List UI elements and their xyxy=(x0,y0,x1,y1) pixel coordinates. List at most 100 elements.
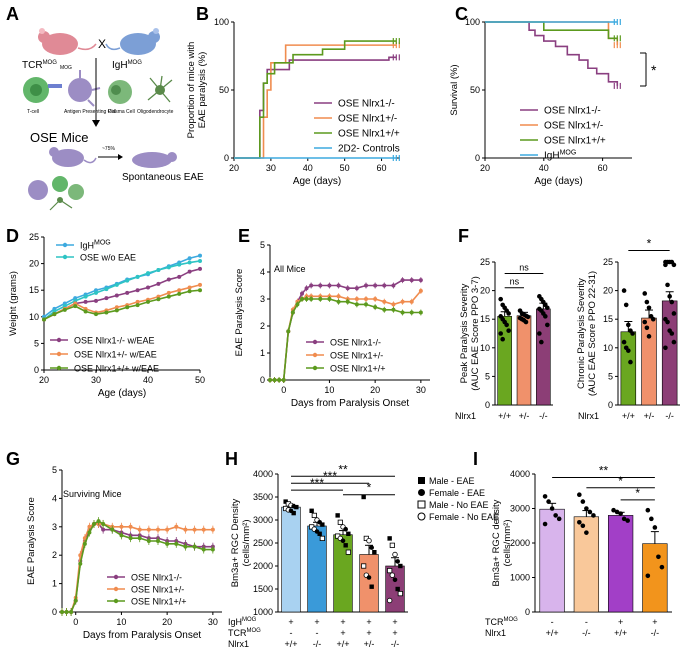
row-value: + xyxy=(652,617,657,627)
row-label: Nlrx1 xyxy=(228,639,249,649)
row-value: -/- xyxy=(651,628,660,638)
legend-marker xyxy=(113,586,119,592)
x-tick-label: 0 xyxy=(73,617,78,627)
data-point xyxy=(64,610,69,614)
data-point xyxy=(135,288,140,293)
data-point xyxy=(83,299,88,304)
data-point xyxy=(364,302,368,307)
data-point xyxy=(166,294,171,299)
data-point xyxy=(318,283,323,288)
data-point xyxy=(283,499,288,504)
y-tick-label: 0 xyxy=(475,153,480,163)
legend-label: OSE Nlrx1+/+ xyxy=(330,364,386,374)
data-point xyxy=(646,305,652,311)
x-tick-label: 40 xyxy=(539,163,549,173)
data-point xyxy=(336,283,341,288)
data-point xyxy=(272,378,277,382)
y-tick-label: 1500 xyxy=(253,584,273,594)
data-point xyxy=(198,288,202,293)
data-point xyxy=(146,527,151,532)
y-tick-label: 4000 xyxy=(510,469,530,479)
data-point xyxy=(345,299,350,304)
y-tick-label: 25 xyxy=(603,257,613,267)
row-value: + xyxy=(288,617,293,627)
data-point xyxy=(400,310,405,315)
data-point xyxy=(62,307,67,312)
bar xyxy=(641,317,657,406)
x-tick-label: 50 xyxy=(340,163,350,173)
chart-c: 0 50 100 20 40 60 Age (days) Survival (%) OSE Nl… xyxy=(449,17,632,187)
mog-label: MOG xyxy=(60,65,72,71)
plasma-cell-illustration xyxy=(108,80,132,104)
x-tick-label: 50 xyxy=(195,375,205,385)
data-point xyxy=(125,290,130,295)
data-point xyxy=(300,291,304,296)
apc-label: Antigen Presenting Cell xyxy=(64,109,116,115)
data-point xyxy=(166,290,171,295)
data-point xyxy=(667,294,672,299)
y-tick-label: 50 xyxy=(219,85,229,95)
legend-marker xyxy=(62,242,68,248)
data-point xyxy=(398,563,403,569)
data-point xyxy=(327,283,332,288)
legend-label: OSE Nlrx1+/- xyxy=(131,585,184,595)
data-point xyxy=(187,285,192,290)
legend-label: Female - EAE xyxy=(429,488,485,498)
bar xyxy=(607,515,634,613)
data-point xyxy=(309,508,314,513)
data-point xyxy=(128,524,133,529)
data-point xyxy=(198,258,202,263)
data-point xyxy=(418,278,423,283)
data-point xyxy=(537,331,542,336)
y-axis-label: (cells/mm²) xyxy=(502,520,513,567)
data-point xyxy=(659,564,665,570)
legend-sup: MOG xyxy=(94,240,111,247)
data-point xyxy=(83,309,88,314)
data-point xyxy=(663,262,668,268)
data-point xyxy=(304,286,309,291)
series-line-ose-nlrx1- xyxy=(234,40,397,159)
data-point xyxy=(309,283,314,288)
data-point xyxy=(73,598,78,603)
data-point xyxy=(137,536,142,541)
data-point xyxy=(354,286,359,291)
legend-label: OSE Nlrx1+/+ xyxy=(338,129,400,140)
data-point xyxy=(409,310,414,315)
legend-label: OSE Nlrx1-/- xyxy=(544,106,601,117)
row-value: + xyxy=(340,617,345,627)
data-point xyxy=(201,527,206,532)
row-sup: MOG xyxy=(247,628,262,634)
data-point xyxy=(577,492,582,498)
oligo-label: Oligodendrocyte xyxy=(137,109,174,115)
legend-marker xyxy=(418,477,425,484)
data-point xyxy=(671,262,677,268)
chart-f-peak: 0 5 10 15 20 25 ns ns +/+ +/- -/- Nlrx1 Peak Paralys… xyxy=(455,257,553,421)
data-point xyxy=(366,538,372,544)
y-tick-label: 20 xyxy=(29,259,39,269)
data-point xyxy=(104,287,109,292)
legend-label: OSE Nlrx1-/- xyxy=(338,99,395,110)
chart-f-chronic: 0 5 10 15 20 25 * +/+ +/- -/- Nlrx1 Chronic Paralys… xyxy=(576,237,680,421)
y-axis-label: EAE Paralysis Score xyxy=(26,497,37,585)
y-tick-label: 15 xyxy=(603,314,613,324)
legend-marker xyxy=(113,574,119,580)
y-tick-label: 3000 xyxy=(510,504,530,514)
data-point xyxy=(135,274,140,279)
data-point xyxy=(146,299,150,304)
legend-marker xyxy=(312,365,318,371)
legend-marker xyxy=(56,351,62,357)
y-axis-label: Bm3a+ RGC density xyxy=(491,499,502,586)
legend-label: OSE Nlrx1-/- xyxy=(131,573,182,583)
schematic-a: X TCRMOG MOG T-cell Antigen Presenting C… xyxy=(22,28,204,211)
data-point xyxy=(545,305,550,311)
data-point xyxy=(309,297,314,301)
data-point xyxy=(337,519,343,525)
data-point xyxy=(311,512,317,519)
sig-label: ** xyxy=(599,463,609,477)
data-point xyxy=(546,499,551,504)
data-point xyxy=(645,507,651,513)
data-point xyxy=(506,328,511,333)
data-point xyxy=(614,509,620,515)
y-axis-label: EAE paralysis (%) xyxy=(197,52,208,129)
y-tick-label: 50 xyxy=(470,85,480,95)
